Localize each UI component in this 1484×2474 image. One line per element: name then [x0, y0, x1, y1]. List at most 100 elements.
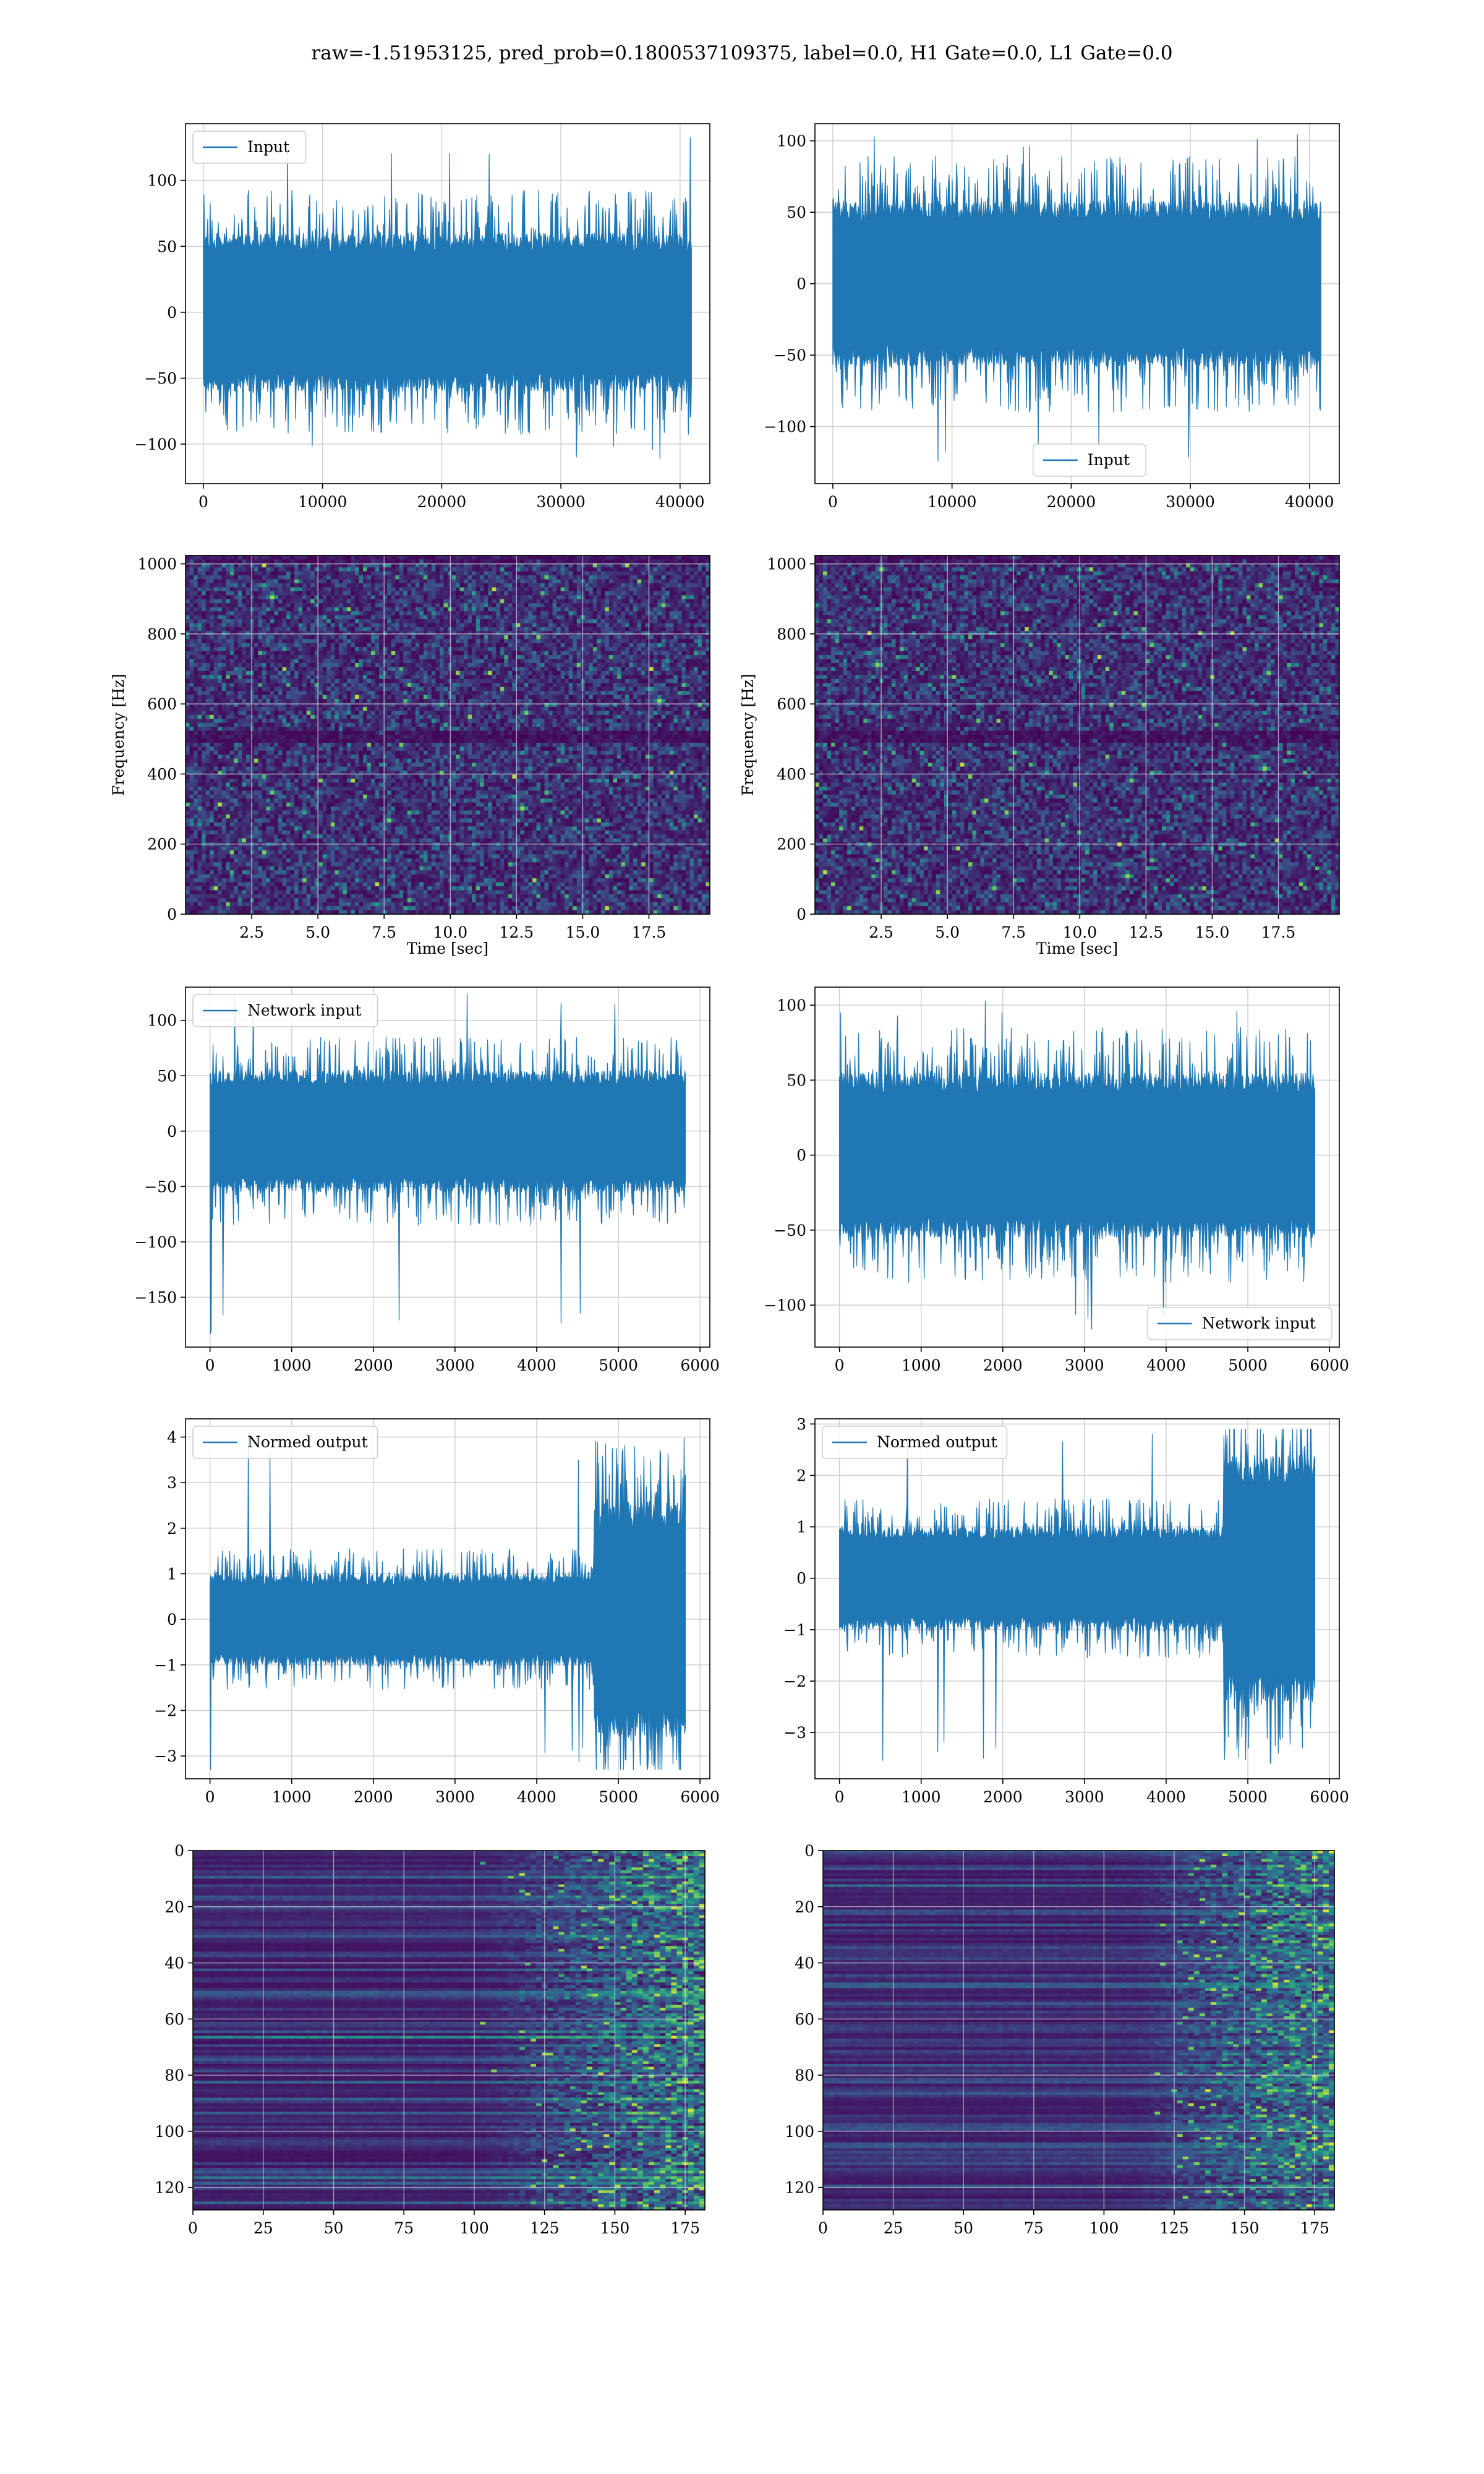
- spectrogram-cell: [286, 683, 291, 687]
- spectrogram-cell: [218, 639, 222, 643]
- spectrogram-cell: [186, 691, 190, 695]
- spectrogram-cell: [605, 655, 609, 659]
- spectrogram-cell: [689, 699, 694, 703]
- spectrogram-cell: [206, 655, 210, 659]
- spectrogram-cell: [218, 687, 222, 691]
- spectrogram-cell: [649, 575, 654, 580]
- spectrogram-cell: [427, 599, 432, 604]
- spectrogram-cell: [310, 631, 315, 635]
- spectrogram-cell: [654, 615, 658, 620]
- spectrogram-cell: [294, 635, 299, 640]
- spectrogram-cell: [641, 695, 646, 700]
- spectrogram-cell: [528, 683, 532, 687]
- spectrogram-cell: [625, 623, 629, 628]
- spectrogram-cell: [375, 639, 380, 643]
- spectrogram-cell: [242, 627, 246, 631]
- spectrogram-cell: [480, 671, 484, 675]
- spectrogram-cell: [681, 635, 686, 640]
- spectrogram-cell: [435, 580, 440, 584]
- spectrogram-cell: [258, 699, 262, 703]
- spectrogram-cell: [214, 595, 218, 599]
- spectrogram-cell: [589, 559, 593, 563]
- spectrogram-cell: [299, 591, 303, 596]
- spectrogram-cell: [326, 559, 331, 563]
- spectrogram-cell: [416, 651, 420, 656]
- spectrogram-cell: [318, 635, 323, 640]
- spectrogram-cell: [512, 695, 516, 700]
- spectrogram-cell: [545, 623, 549, 628]
- spectrogram-cell: [532, 591, 537, 596]
- spectrogram-cell: [194, 695, 198, 700]
- spectrogram-cell: [702, 603, 706, 607]
- spectrogram-cell: [351, 615, 355, 620]
- spectrogram-cell: [633, 655, 638, 659]
- spectrogram-cell: [500, 607, 505, 612]
- spectrogram-cell: [492, 631, 497, 635]
- spectrogram-cell: [496, 591, 500, 596]
- spectrogram-cell: [500, 588, 505, 592]
- spectrogram-cell: [299, 679, 303, 683]
- spectrogram-cell: [262, 603, 267, 607]
- spectrogram-cell: [238, 627, 242, 631]
- spectrogram-cell: [678, 599, 682, 604]
- spectrogram-cell: [407, 591, 412, 596]
- spectrogram-cell: [520, 655, 524, 659]
- spectrogram-cell: [206, 683, 210, 687]
- spectrogram-cell: [617, 623, 621, 628]
- spectrogram-cell: [371, 679, 375, 683]
- spectrogram-cell: [407, 623, 412, 628]
- spectrogram-cell: [278, 667, 283, 671]
- spectrogram-cell: [532, 567, 537, 571]
- spectrogram-cell: [278, 671, 283, 675]
- spectrogram-cell: [665, 567, 670, 571]
- spectrogram-cell: [697, 575, 702, 580]
- spectrogram-cell: [702, 623, 706, 628]
- spectrogram-cell: [302, 559, 307, 563]
- spectrogram-cell: [532, 575, 537, 580]
- spectrogram-cell: [351, 695, 355, 700]
- spectrogram-cell: [532, 623, 537, 628]
- spectrogram-cell: [254, 580, 258, 584]
- spectrogram-cell: [553, 583, 557, 588]
- spectrogram-cell: [371, 615, 375, 620]
- spectrogram-cell: [286, 580, 291, 584]
- spectrogram-cell: [633, 647, 638, 651]
- spectrogram-cell: [686, 647, 690, 651]
- spectrogram-cell: [331, 603, 335, 607]
- spectrogram-cell: [190, 607, 194, 612]
- spectrogram-cell: [411, 599, 416, 604]
- spectrogram-cell: [537, 615, 541, 620]
- spectrogram-cell: [589, 639, 593, 643]
- spectrogram-cell: [545, 651, 549, 656]
- spectrogram-cell: [553, 671, 557, 675]
- spectrogram-cell: [347, 591, 351, 596]
- spectrogram-cell: [230, 599, 234, 604]
- spectrogram-cell: [302, 567, 307, 571]
- spectrogram-cell: [359, 580, 363, 584]
- spectrogram-cell: [548, 695, 553, 700]
- spectrogram-cell: [532, 659, 537, 664]
- spectrogram-cell: [556, 607, 561, 612]
- spectrogram-cell: [339, 615, 343, 620]
- spectrogram-cell: [230, 643, 234, 648]
- spectrogram-cell: [689, 675, 694, 679]
- spectrogram-cell: [210, 567, 214, 571]
- spectrogram-cell: [585, 583, 589, 588]
- spectrogram-cell: [638, 571, 642, 576]
- spectrogram-cell: [697, 619, 702, 623]
- spectrogram-cell: [565, 663, 569, 667]
- spectrogram-cell: [548, 559, 553, 563]
- spectrogram-cell: [234, 663, 238, 667]
- spectrogram-cell: [617, 687, 621, 691]
- spectrogram-cell: [553, 619, 557, 623]
- spectrogram-cell: [416, 571, 420, 576]
- spectrogram-cell: [662, 619, 666, 623]
- spectrogram-cell: [480, 679, 484, 683]
- spectrogram-cell: [500, 623, 505, 628]
- spectrogram-cell: [601, 615, 605, 620]
- spectrogram-cell: [613, 607, 617, 612]
- spectrogram-cell: [484, 659, 488, 664]
- spectrogram-cell: [528, 655, 532, 659]
- spectrogram-cell: [537, 659, 541, 664]
- spectrogram-cell: [480, 647, 484, 651]
